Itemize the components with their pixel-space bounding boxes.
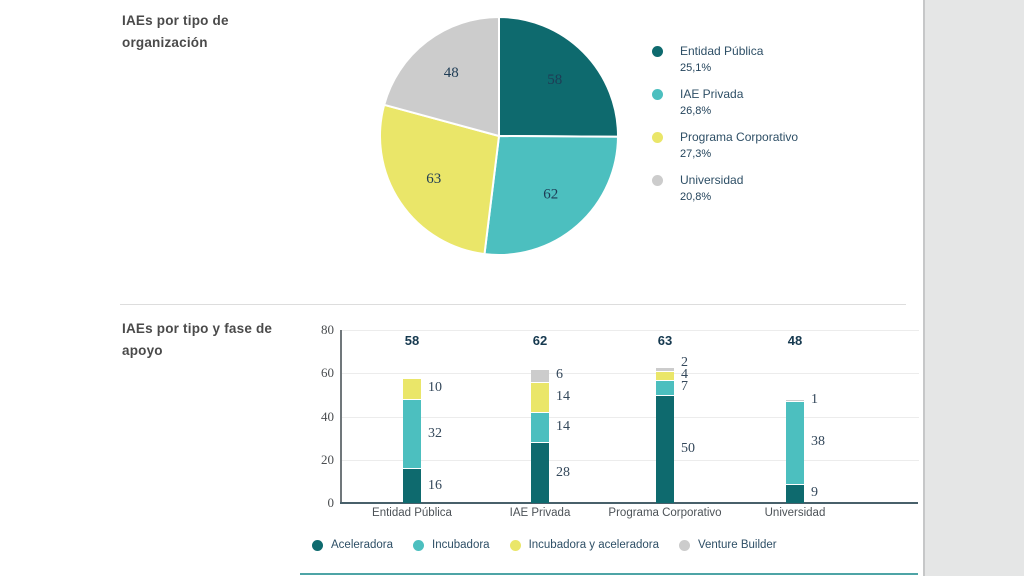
section-divider (120, 304, 906, 305)
bar-legend-label: Incubadora (432, 539, 490, 551)
pie-legend-percentage: 20,8% (680, 191, 712, 203)
pie-chart: 58 62 63 48 (379, 16, 620, 256)
pie-chart-title-line1: IAEs por tipo de (122, 13, 229, 28)
gridline (341, 330, 919, 331)
pie-legend-percentage: 27,3% (680, 148, 712, 160)
bar-segment (403, 399, 421, 469)
bar-legend-item: Incubadora (413, 539, 490, 551)
gridline (341, 416, 919, 418)
pie-value-label: 63 (426, 171, 441, 187)
legend-dot-icon (652, 89, 663, 100)
pie-slice-4 (383, 16, 500, 137)
pie-legend-item: Programa Corporativo 27,3% (652, 130, 798, 160)
bar-total-label: 63 (657, 333, 673, 348)
bar-segment (656, 366, 674, 372)
bar-total-label: 58 (404, 333, 420, 348)
x-axis-category-label: Entidad Pública (372, 507, 452, 519)
pie-chart-title-line2: organización (122, 35, 208, 50)
segment-value-label: 10 (428, 380, 442, 396)
pie-slice-3 (379, 103, 500, 256)
pie-legend: Entidad Pública 25,1% IAE Privada 26,8% Prog… (652, 44, 798, 216)
segment-value-label: 1 (811, 392, 818, 408)
bar-segment (531, 412, 549, 443)
segment-value-label: 50 (681, 440, 695, 456)
bar-segment (656, 379, 674, 395)
right-background-gutter (923, 0, 1024, 576)
pie-legend-item: IAE Privada 26,8% (652, 87, 798, 117)
bar-segment (786, 401, 804, 484)
pie-slice-1 (498, 16, 620, 138)
bar-chart-title-line2: apoyo (122, 343, 163, 358)
legend-dot-icon (652, 46, 663, 57)
pie-legend-percentage: 26,8% (680, 105, 712, 117)
pie-legend-percentage: 25,1% (680, 62, 712, 74)
bar-legend-item: Aceleradora (312, 539, 393, 551)
bar-segment (531, 381, 549, 413)
pie-value-label: 58 (547, 72, 562, 88)
stacked-bar-chart: 0 20 40 60 80 16 32 10 58 Entidad Pública 28 14 14 6 6… (310, 322, 928, 525)
legend-dot-icon (652, 132, 663, 143)
y-axis-tick-label: 40 (321, 408, 334, 424)
y-axis-tick-label: 80 (321, 322, 334, 337)
gridline (341, 373, 919, 375)
bar-legend-label: Venture Builder (697, 539, 777, 551)
bar-segment (656, 371, 674, 380)
segment-value-label: 9 (811, 485, 818, 501)
segment-value-label: 2 (681, 355, 688, 371)
pie-chart-title: IAEs por tipo de organización (122, 10, 312, 54)
legend-dot-icon (413, 539, 425, 551)
bar-legend-item: Incubadora y aceleradora (509, 539, 659, 551)
pie-legend-label: Entidad Pública (680, 44, 764, 58)
y-axis-line (340, 330, 342, 503)
bar-legend: Aceleradora Incubadora Incubadora y aceler… (312, 539, 777, 551)
x-axis-category-label: Universidad (764, 507, 826, 519)
bar-segment (403, 468, 421, 503)
y-axis-tick-label: 60 (321, 365, 334, 381)
bar-segment (656, 394, 674, 503)
pie-value-label: 48 (444, 65, 459, 81)
legend-dot-icon (652, 175, 663, 186)
bar-total-label: 62 (532, 333, 548, 348)
bar-legend-label: Incubadora y aceleradora (528, 539, 659, 551)
bar-legend-item: Venture Builder (678, 539, 777, 551)
bar-chart-title: IAEs por tipo y fase de apoyo (122, 318, 322, 362)
segment-value-label: 28 (556, 464, 570, 480)
legend-dot-icon (678, 539, 690, 551)
bar-segment (403, 377, 421, 400)
x-axis-category-label: Programa Corporativo (608, 507, 722, 519)
bar-segment (786, 399, 804, 402)
legend-dot-icon (312, 539, 323, 551)
pie-legend-label: Universidad (680, 173, 744, 187)
bar-chart-title-line1: IAEs por tipo y fase de (122, 321, 273, 336)
bar-segment (786, 483, 804, 503)
pie-legend-label: IAE Privada (680, 87, 744, 101)
pie-legend-label: Programa Corporativo (680, 130, 799, 144)
pie-slice-2 (483, 135, 619, 256)
segment-value-label: 14 (556, 419, 570, 435)
gridline (341, 459, 919, 461)
legend-dot-icon (509, 539, 521, 551)
segment-value-label: 16 (428, 477, 442, 493)
segment-value-label: 38 (811, 434, 825, 450)
segment-value-label: 6 (556, 367, 563, 383)
bar-legend-label: Aceleradora (331, 539, 394, 551)
segment-value-label: 14 (556, 389, 570, 404)
segment-value-label: 7 (681, 379, 688, 395)
pie-legend-item: Universidad 20,8% (652, 173, 798, 203)
bar-total-label: 48 (787, 333, 803, 348)
pie-value-label: 62 (543, 186, 558, 202)
y-axis-tick-label: 20 (321, 451, 334, 467)
y-axis-tick-label: 0 (327, 495, 335, 510)
x-axis-line (340, 502, 918, 504)
segment-value-label: 32 (428, 425, 442, 441)
segment-value-label: 4 (681, 367, 688, 383)
x-axis-category-label: IAE Privada (509, 507, 571, 519)
bar-segment (531, 442, 549, 503)
pie-legend-item: Entidad Pública 25,1% (652, 44, 798, 74)
footer-accent-line (300, 573, 918, 575)
bar-segment (531, 368, 549, 382)
